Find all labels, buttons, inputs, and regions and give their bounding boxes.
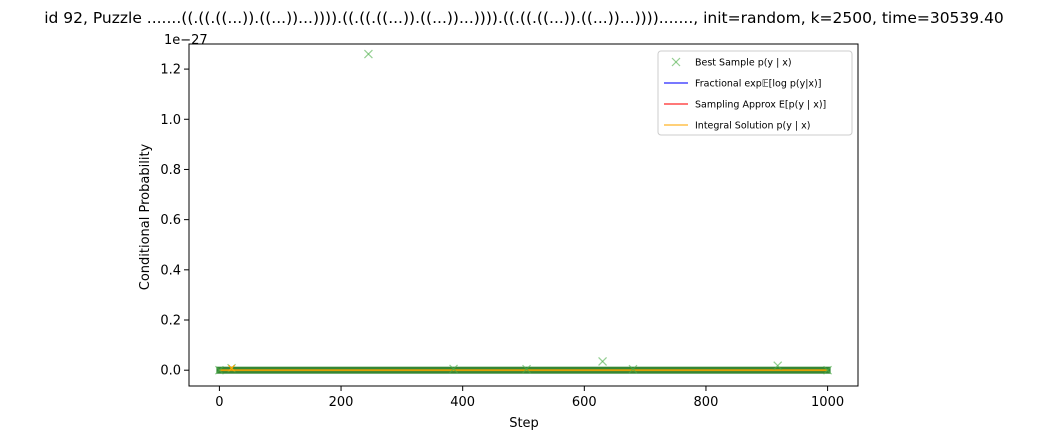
legend-item: Fractional exp𝔼[log p(y|x)] xyxy=(664,79,821,90)
x-tick-label: 200 xyxy=(329,395,354,410)
marker-stroke xyxy=(598,356,607,366)
x-tick-label: 1000 xyxy=(811,395,844,410)
x-tick-label: 800 xyxy=(694,395,719,410)
y-tick-label: 0.2 xyxy=(160,314,181,329)
legend-item: Sampling Approx E[p(y | x)] xyxy=(664,100,826,111)
y-tick-label: 0.8 xyxy=(160,163,181,178)
legend-box xyxy=(657,50,853,136)
x-tick-label: 400 xyxy=(450,395,475,410)
marker-stroke xyxy=(823,365,833,375)
legend-marker xyxy=(671,57,681,67)
best-sample-point xyxy=(449,364,458,374)
best-sample-point xyxy=(773,361,783,371)
y-tick-label: 0.4 xyxy=(160,263,181,278)
legend-item: Integral Solution p(y | x) xyxy=(664,121,810,132)
y-tick-label: 0.0 xyxy=(160,364,181,379)
x-axis-label: Step xyxy=(509,416,539,431)
legend-label: Fractional exp𝔼[log p(y|x)] xyxy=(695,79,821,90)
y-tick-label: 1.0 xyxy=(160,113,181,128)
legend-label: Sampling Approx E[p(y | x)] xyxy=(695,100,826,111)
marker-stroke xyxy=(449,364,458,374)
best-sample-point xyxy=(522,364,531,374)
marker-stroke xyxy=(522,364,531,374)
legend: Best Sample p(y | x) Fractional exp𝔼[log … xyxy=(657,50,853,136)
plot-frame xyxy=(188,43,859,387)
chart-title: id 92, Puzzle .......((.((.((...)).((...… xyxy=(44,9,1004,27)
y-axis-label: Conditional Probability xyxy=(138,143,153,290)
legend-label: Best Sample p(y | x) xyxy=(695,58,792,69)
best-sample-point xyxy=(598,356,607,366)
marker-stroke xyxy=(363,49,373,59)
legend-item: Best Sample p(y | x) xyxy=(671,57,792,69)
y-tick-label: 0.6 xyxy=(160,213,181,228)
x-tick-label: 0 xyxy=(215,395,223,410)
plot-area: 0 200 400 600 800 1000 0.0 0.2 0.4 0.6 0.8 1.0 1.2 xyxy=(160,43,859,410)
best-sample-point xyxy=(214,365,224,375)
best-sample-point xyxy=(628,364,638,374)
best-sample-point xyxy=(363,49,373,59)
y-tick-label: 1.2 xyxy=(160,63,181,78)
marker-stroke xyxy=(628,364,638,374)
best-sample-point xyxy=(823,365,833,375)
legend-label: Integral Solution p(y | x) xyxy=(695,121,810,132)
marker-stroke xyxy=(773,361,783,371)
x-tick-label: 600 xyxy=(572,395,597,410)
marker-stroke xyxy=(214,365,224,375)
integral-marker xyxy=(228,364,235,372)
y-offset-label: 1e−27 xyxy=(164,33,208,48)
